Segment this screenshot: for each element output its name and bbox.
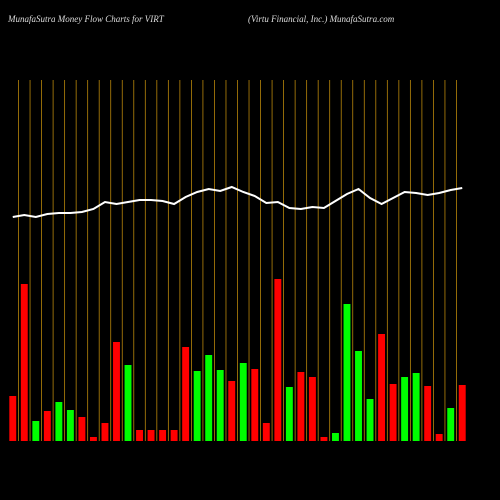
bar [124, 365, 132, 441]
bar [170, 430, 178, 441]
bar [55, 402, 63, 441]
chart-subtitle: (Virtu Financial, Inc.) MunafaSutra.com [248, 14, 395, 24]
bar [9, 396, 17, 441]
bar [101, 423, 109, 441]
bar [332, 433, 339, 441]
bar [401, 377, 409, 441]
bar [182, 347, 190, 441]
bar [136, 430, 143, 441]
bar [447, 408, 455, 441]
bar [113, 342, 120, 441]
bar [389, 384, 397, 441]
bar [308, 377, 316, 441]
bar [228, 381, 236, 441]
bar [378, 334, 386, 441]
bar [320, 437, 328, 441]
bar [355, 351, 362, 441]
bar [193, 371, 201, 441]
bar [297, 372, 305, 441]
bar [216, 370, 224, 441]
bar [366, 399, 374, 441]
chart-title: MunafaSutra Money Flow Charts for VIRT [7, 14, 165, 24]
bar [78, 417, 86, 441]
bar [274, 279, 282, 441]
bar [251, 369, 259, 441]
bar [147, 430, 155, 441]
bar [435, 434, 443, 441]
bar [43, 411, 51, 441]
bar [343, 304, 351, 441]
bar [89, 437, 97, 441]
money-flow-line [12, 185, 463, 219]
bar [412, 373, 420, 441]
bar [458, 385, 466, 441]
bar [66, 410, 74, 441]
bar [239, 363, 247, 441]
bar [285, 387, 293, 441]
bar [159, 430, 167, 441]
bar [262, 423, 270, 441]
bar [205, 355, 213, 441]
bar [424, 386, 432, 441]
bar [20, 284, 28, 441]
bar [32, 421, 40, 441]
